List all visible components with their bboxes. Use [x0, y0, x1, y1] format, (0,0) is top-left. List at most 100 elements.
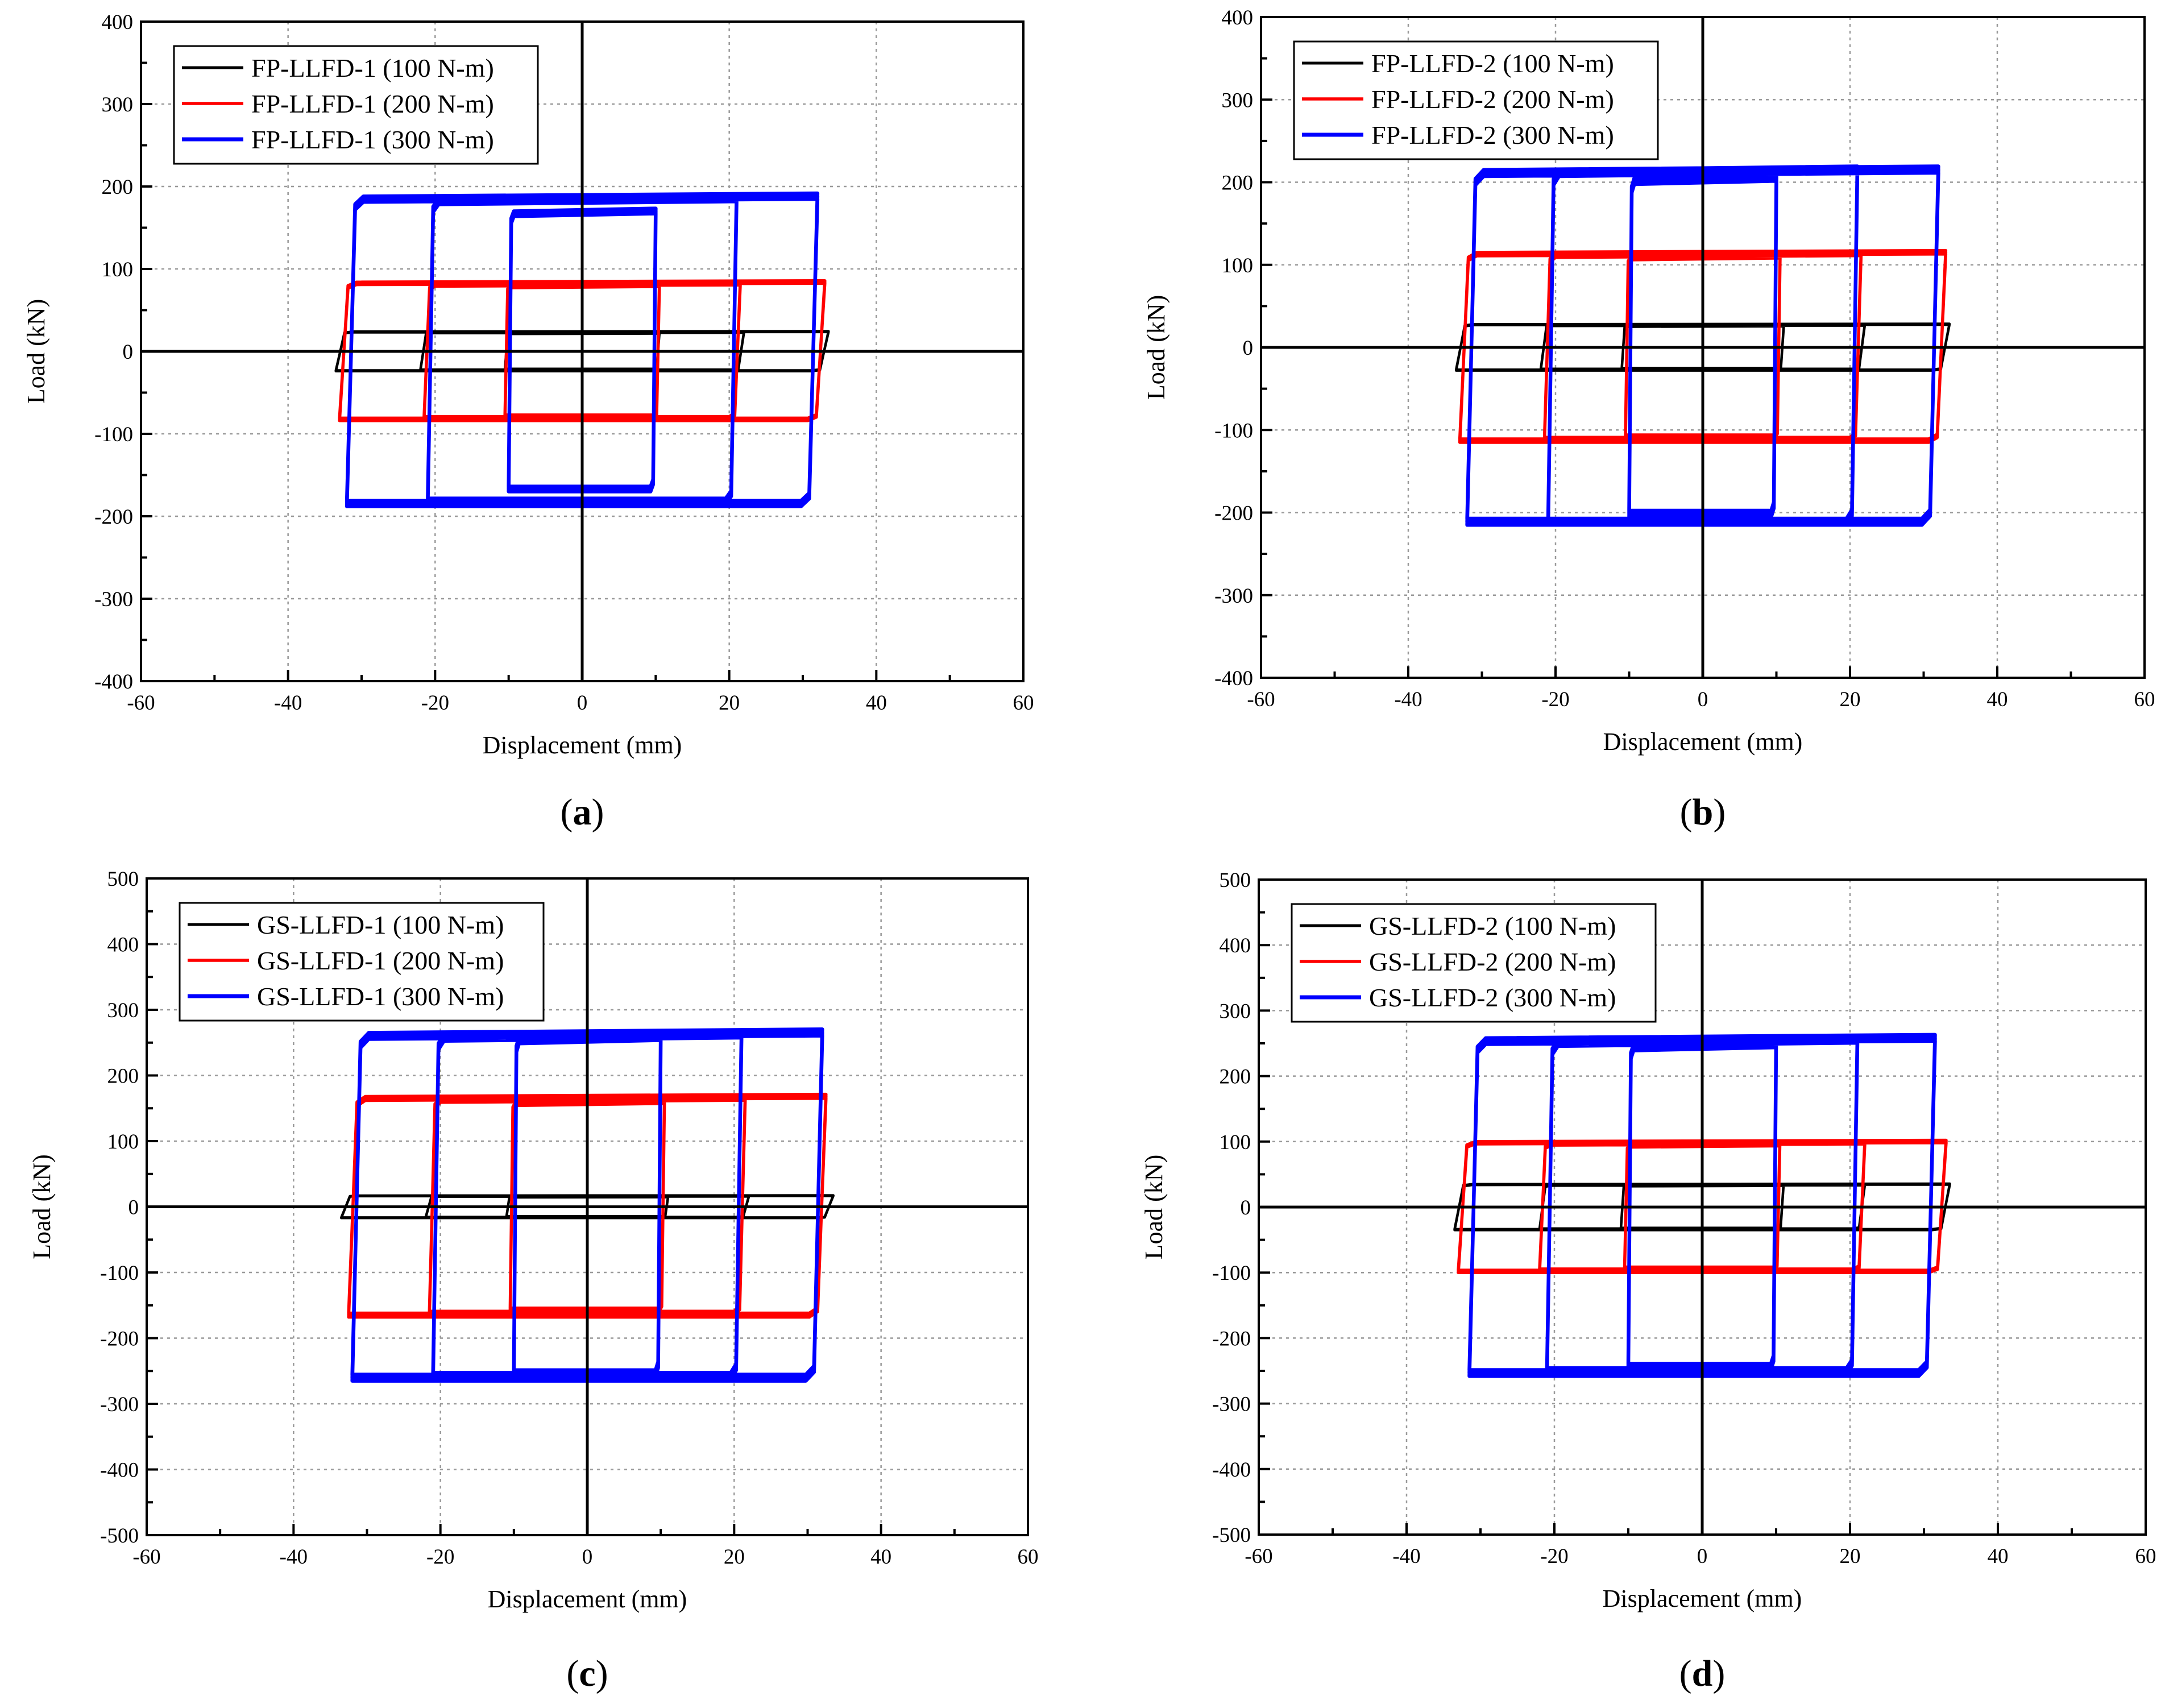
series-curve-2: [338, 279, 827, 422]
x-tick-label: -40: [1392, 1545, 1420, 1568]
x-tick-label: -20: [1541, 688, 1569, 711]
y-tick-label: 100: [107, 1130, 139, 1154]
x-tick-label: 60: [2135, 1545, 2156, 1568]
panel-caption: (a): [561, 791, 604, 833]
x-tick-label: 0: [1698, 688, 1708, 711]
legend: FP-LLFD-1 (100 N-m) FP-LLFD-1 (200 N-m) FP…: [173, 45, 539, 165]
y-tick-label: -500: [100, 1524, 139, 1548]
chart-panel-c: -60 -40 -20 0 20 40 60-500-400-300-200-1000100…: [28, 868, 1039, 1694]
y-tick-label: 400: [1222, 6, 1254, 30]
x-tick-label: -40: [274, 691, 302, 715]
y-tick-label: 100: [102, 258, 134, 281]
x-tick-label: 40: [1988, 1545, 2009, 1568]
chart-panel-a: -60 -40 -20 0 20 40 60-400-300-200-10001002003…: [22, 11, 1034, 833]
series-curve-1: [1454, 322, 1951, 372]
panel-caption: (b): [1680, 791, 1726, 833]
y-axis-title: Load (kN): [1142, 295, 1170, 400]
legend-label-1: GS-LLFD-1 (100 N-m): [257, 910, 504, 939]
y-tick-label: 0: [1241, 1196, 1251, 1220]
y-tick-label: -100: [1214, 419, 1253, 442]
y-tick-label: 200: [1222, 172, 1254, 195]
legend: FP-LLFD-2 (100 N-m) FP-LLFD-2 (200 N-m) FP…: [1293, 40, 1659, 160]
legend-label-1: GS-LLFD-2 (100 N-m): [1369, 911, 1616, 940]
x-tick-label: 40: [866, 691, 887, 715]
y-tick-label: 400: [107, 934, 139, 957]
legend-label-1: FP-LLFD-2 (100 N-m): [1371, 49, 1614, 78]
x-tick-label: 0: [577, 691, 588, 715]
y-tick-label: -300: [1214, 584, 1253, 608]
panel-caption-letter: a: [573, 791, 592, 833]
x-axis-title: Displacement (mm): [488, 1585, 687, 1613]
series-curve-3: [1467, 1033, 1937, 1378]
x-axis-title: Displacement (mm): [1603, 728, 1803, 756]
series-curve-3: [345, 191, 820, 508]
x-tick-label: -60: [1247, 688, 1275, 711]
chart-panel-b: -60 -40 -20 0 20 40 60-400-300-200-10001002003…: [1142, 6, 2155, 833]
x-tick-label: 60: [2134, 688, 2155, 711]
panel-caption-open: (: [561, 791, 573, 833]
series-curve-1: [1453, 1182, 1951, 1232]
y-axis-title: Load (kN): [28, 1154, 56, 1259]
y-tick-label: 300: [107, 999, 139, 1022]
legend-label-3: FP-LLFD-2 (300 N-m): [1371, 121, 1614, 150]
y-tick-label: -100: [100, 1262, 139, 1285]
x-tick-label: -20: [1540, 1545, 1568, 1568]
y-tick-label: 200: [107, 1065, 139, 1088]
panel-caption-close: ): [592, 791, 604, 833]
y-tick-label: -300: [100, 1393, 139, 1416]
x-tick-label: 20: [724, 1545, 745, 1569]
y-tick-label: 300: [1220, 1000, 1251, 1023]
panel-caption-close: ): [1712, 1653, 1725, 1694]
y-axis-title: Load (kN): [22, 299, 50, 404]
y-tick-label: 100: [1222, 254, 1254, 277]
series-curve-3: [350, 1027, 824, 1383]
y-tick-label: 200: [102, 176, 134, 199]
y-tick-label: -400: [1212, 1458, 1251, 1482]
x-tick-label: -40: [1394, 688, 1422, 711]
panel-caption-letter: d: [1692, 1653, 1713, 1694]
y-axis-title: Load (kN): [1140, 1155, 1168, 1260]
y-tick-label: -300: [94, 588, 133, 611]
y-tick-label: -200: [1214, 502, 1253, 525]
x-tick-label: 20: [719, 691, 740, 715]
panel-caption-close: ): [1713, 791, 1726, 833]
x-tick-label: 40: [1987, 688, 2008, 711]
legend-label-2: GS-LLFD-2 (200 N-m): [1369, 947, 1616, 976]
y-tick-label: 300: [102, 93, 134, 117]
panel-caption-letter: b: [1693, 791, 1714, 833]
y-tick-label: -100: [94, 423, 133, 446]
x-axis-title: Displacement (mm): [1603, 1585, 1802, 1612]
chart-panel-d: -60 -40 -20 0 20 40 60-500-400-300-200-1000100…: [1140, 869, 2156, 1694]
x-tick-label: -20: [421, 691, 449, 715]
x-tick-label: -40: [280, 1545, 308, 1569]
panel-caption: (d): [1679, 1653, 1726, 1694]
y-tick-label: 200: [1220, 1066, 1251, 1089]
legend: GS-LLFD-1 (100 N-m) GS-LLFD-1 (200 N-m) GS…: [179, 902, 545, 1022]
y-tick-label: -300: [1212, 1393, 1251, 1416]
y-tick-label: -400: [1214, 667, 1253, 690]
panel-caption-open: (: [566, 1653, 579, 1694]
series-curve-2: [347, 1092, 828, 1319]
legend: GS-LLFD-2 (100 N-m) GS-LLFD-2 (200 N-m) GS…: [1291, 903, 1657, 1023]
y-tick-label: -200: [100, 1328, 139, 1351]
y-tick-label: 400: [102, 11, 134, 34]
y-tick-label: 0: [1243, 337, 1254, 360]
y-tick-label: 100: [1220, 1131, 1251, 1154]
y-tick-label: 0: [123, 341, 134, 364]
legend-label-2: FP-LLFD-2 (200 N-m): [1371, 85, 1614, 114]
legend-label-3: GS-LLFD-1 (300 N-m): [257, 982, 504, 1011]
panel-caption-close: ): [596, 1653, 608, 1694]
y-tick-label: -400: [100, 1459, 139, 1482]
series-curve-2: [1457, 1138, 1948, 1274]
panel-caption-open: (: [1680, 791, 1693, 833]
y-tick-label: -200: [94, 505, 133, 529]
x-tick-label: 20: [1840, 1545, 1861, 1568]
panel-caption-open: (: [1679, 1653, 1692, 1694]
panel-caption: (c): [566, 1653, 608, 1694]
y-tick-label: 300: [1222, 89, 1254, 112]
series-curve-2: [1458, 248, 1948, 444]
x-tick-label: 60: [1018, 1545, 1039, 1569]
x-axis-title: Displacement (mm): [483, 731, 682, 759]
legend-label-2: FP-LLFD-1 (200 N-m): [251, 89, 494, 118]
